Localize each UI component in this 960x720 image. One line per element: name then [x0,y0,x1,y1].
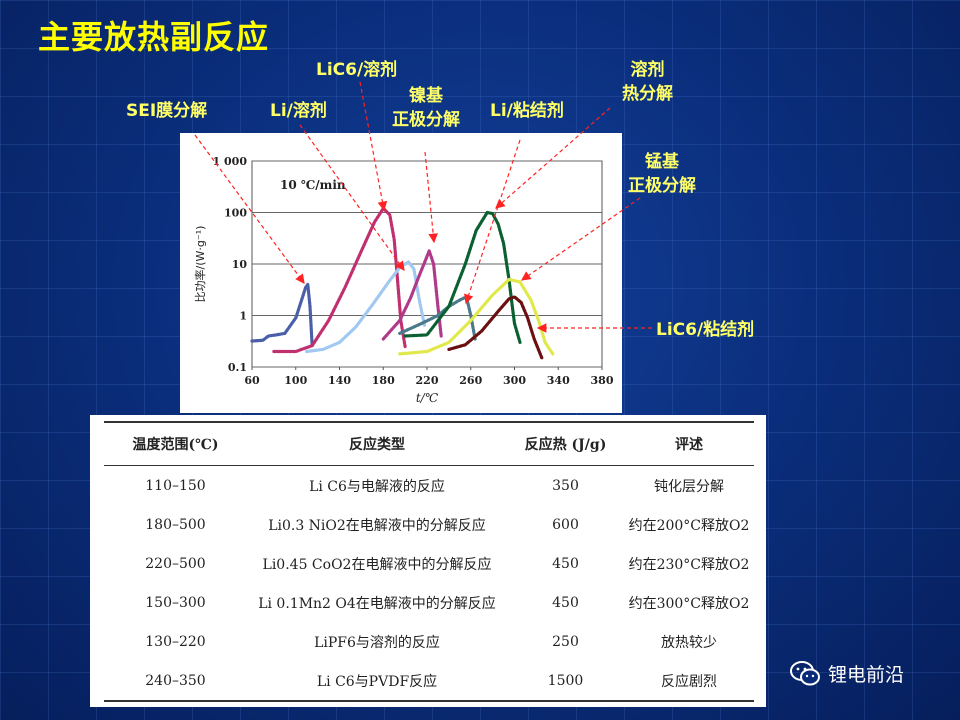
callout-mn-cathode: 锰基 正极分解 [628,152,696,196]
dsc-chart-panel: 0.1 1 10 100 1 000 60 100 140 180 220 260 300 340 380… [180,133,622,413]
cell-reaction-heat: 450 [552,594,579,611]
cell-reaction-type: LiPF6与溶剂的反应 [314,634,440,651]
cell-reaction-type: Li0.45 CoO2在电解液中的分解反应 [262,556,492,573]
cell-reaction-type: Li C6与电解液的反应 [309,478,445,495]
table-row: 180–500 Li0.3 NiO2在电解液中的分解反应 600 约在200°C… [104,505,754,544]
table-row: 110–150 Li C6与电解液的反应 350 钝化层分解 [104,466,754,506]
cell-temp-range: 180–500 [145,516,206,533]
y-tick-label: 1 [239,310,247,323]
cell-comment: 约在300°C释放O2 [628,595,750,612]
cell-comment: 约在200°C释放O2 [628,517,750,534]
series-line-4 [381,249,443,341]
cell-reaction-heat: 350 [552,477,579,494]
x-tick-label: 180 [372,374,395,387]
cell-comment: 放热较少 [661,634,717,651]
wechat-icon [790,660,820,685]
cell-temp-range: 240–350 [104,661,247,702]
callout-lic6-binder: LiC6/粘结剂 [656,320,755,340]
x-tick-label: 60 [244,374,260,387]
cell-comment: 钝化层分解 [654,478,724,495]
x-tick-label: 300 [503,374,526,387]
cell-reaction-type: Li 0.1Mn2 O4在电解液中的分解反应 [258,595,496,612]
series-line-1 [250,282,314,349]
table-header-row: 温度范围(℃) 反应类型 反应热 (J/g) 评述 [104,421,754,466]
cell-reaction-type: Li0.3 NiO2在电解液中的分解反应 [268,517,486,534]
y-tick-label: 1 000 [213,155,248,168]
callout-ni-cathode: 镍基 正极分解 [392,86,460,130]
cell-comment: 反应剧烈 [624,661,754,702]
x-tick-label: 340 [547,374,570,387]
header-reaction-heat: 反应热 (J/g) [507,421,624,466]
callout-li-binder: Li/粘结剂 [490,101,564,121]
reaction-table-panel: 温度范围(℃) 反应类型 反应热 (J/g) 评述 110–150 Li C6与… [90,415,766,707]
cell-temp-range: 150–300 [145,594,206,611]
table-row: 150–300 Li 0.1Mn2 O4在电解液中的分解反应 450 约在300… [104,583,754,622]
x-tick-label: 260 [459,374,482,387]
callout-li-solvent: Li/溶剂 [270,101,327,121]
cell-temp-range: 110–150 [145,477,206,494]
cell-reaction-heat: 1500 [507,661,624,702]
header-comment: 评述 [624,421,754,466]
cell-reaction-type: Li C6与PVDF反应 [247,661,507,702]
reaction-table: 温度范围(℃) 反应类型 反应热 (J/g) 评述 110–150 Li C6与… [104,421,754,702]
x-tick-label: 100 [284,374,307,387]
slide-title: 主要放热副反应 [38,18,270,56]
cell-reaction-heat: 600 [552,516,579,533]
series-line-2 [272,206,407,354]
cell-reaction-heat: 450 [552,555,579,572]
cell-comment: 约在230°C释放O2 [628,556,750,573]
y-axis-label: 比功率/(W·g⁻¹) [193,226,207,303]
table-row: 130–220 LiPF6与溶剂的反应 250 放热较少 [104,622,754,661]
cell-reaction-heat: 250 [552,633,579,650]
x-axis-label: t/℃ [416,391,439,405]
cell-temp-range: 220–500 [145,555,206,572]
heating-rate-label: 10 ℃/min [280,178,346,192]
x-tick-label: 220 [416,374,439,387]
x-tick-label: 380 [591,374,614,387]
dsc-chart: 0.1 1 10 100 1 000 60 100 140 180 220 260 300 340 380… [193,155,614,405]
cell-temp-range: 130–220 [145,633,206,650]
series-line-5 [398,295,477,341]
y-tick-label: 0.1 [228,361,247,374]
x-tick-label: 140 [328,374,351,387]
table-row: 220–500 Li0.45 CoO2在电解液中的分解反应 450 约在230°… [104,544,754,583]
header-temp-range: 温度范围(℃) [104,421,247,466]
table-row: 240–350 Li C6与PVDF反应 1500 反应剧烈 [104,661,754,702]
y-tick-label: 10 [232,258,248,271]
header-reaction-type: 反应类型 [247,421,507,466]
callout-sei: SEI膜分解 [126,101,208,121]
series-line-3 [305,260,427,354]
watermark-text: 锂电前沿 [828,664,905,686]
callout-lic6-solvent: LiC6/溶剂 [316,60,398,80]
callout-solvent-decomp: 溶剂 热分解 [622,60,673,104]
wechat-watermark: 锂电前沿 [790,660,904,687]
y-tick-label: 100 [224,207,247,220]
